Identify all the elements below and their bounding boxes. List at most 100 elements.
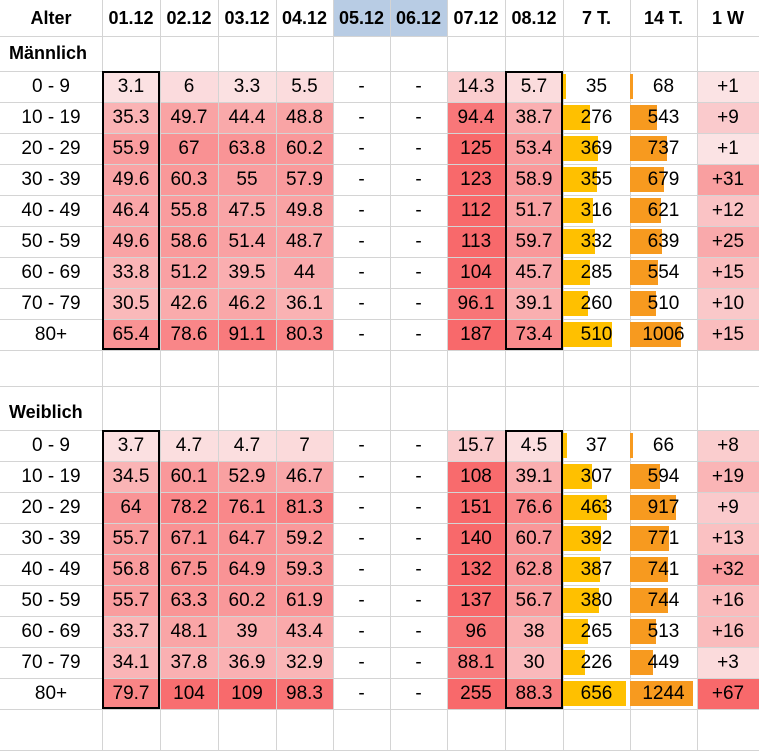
day-value-cell[interactable]: 5.5 [276,71,333,102]
day-value-cell[interactable]: 3.7 [102,430,160,461]
column-header-3[interactable]: 03.12 [218,0,276,36]
week-change-cell[interactable]: +9 [697,102,759,133]
day-value-cell[interactable]: 140 [447,523,505,554]
day-value-cell[interactable]: - [333,226,390,257]
week-change-cell[interactable]: +19 [697,461,759,492]
day-value-cell[interactable]: - [333,102,390,133]
day-value-cell[interactable]: 3.3 [218,71,276,102]
sum-14-days-cell[interactable]: 513 [630,616,697,647]
day-value-cell[interactable]: 81.3 [276,492,333,523]
day-value-cell[interactable]: - [333,195,390,226]
day-value-cell[interactable]: 98.3 [276,678,333,709]
day-value-cell[interactable]: 52.9 [218,461,276,492]
day-value-cell[interactable]: - [333,554,390,585]
day-value-cell[interactable]: 33.8 [102,257,160,288]
day-value-cell[interactable]: 48.8 [276,102,333,133]
day-value-cell[interactable]: 51.2 [160,257,218,288]
day-value-cell[interactable]: 58.9 [505,164,563,195]
day-value-cell[interactable]: 132 [447,554,505,585]
day-value-cell[interactable]: 15.7 [447,430,505,461]
day-value-cell[interactable]: 49.8 [276,195,333,226]
day-value-cell[interactable]: 48.1 [160,616,218,647]
sum-7-days-cell[interactable]: 463 [563,492,630,523]
sum-7-days-cell[interactable]: 35 [563,71,630,102]
day-value-cell[interactable]: - [390,195,447,226]
sum-14-days-cell[interactable]: 594 [630,461,697,492]
day-value-cell[interactable]: - [390,461,447,492]
sum-7-days-cell[interactable]: 285 [563,257,630,288]
sum-7-days-cell[interactable]: 656 [563,678,630,709]
day-value-cell[interactable]: 35.3 [102,102,160,133]
sum-14-days-cell[interactable]: 1244 [630,678,697,709]
sum-7-days-cell[interactable]: 510 [563,319,630,350]
day-value-cell[interactable]: 6 [160,71,218,102]
day-value-cell[interactable]: 96.1 [447,288,505,319]
day-value-cell[interactable]: 49.6 [102,164,160,195]
sum-7-days-cell[interactable]: 332 [563,226,630,257]
day-value-cell[interactable]: 46.2 [218,288,276,319]
day-value-cell[interactable]: 64.9 [218,554,276,585]
day-value-cell[interactable]: - [390,523,447,554]
day-value-cell[interactable]: 37.8 [160,647,218,678]
day-value-cell[interactable]: - [333,319,390,350]
week-change-cell[interactable]: +32 [697,554,759,585]
sum-14-days-cell[interactable]: 621 [630,195,697,226]
day-value-cell[interactable]: 123 [447,164,505,195]
day-value-cell[interactable]: - [333,647,390,678]
column-header-7[interactable]: 07.12 [447,0,505,36]
day-value-cell[interactable]: 56.7 [505,585,563,616]
day-value-cell[interactable]: 151 [447,492,505,523]
column-header-9[interactable]: 7 T. [563,0,630,36]
day-value-cell[interactable]: 38 [505,616,563,647]
sum-7-days-cell[interactable]: 226 [563,647,630,678]
column-header-1[interactable]: 01.12 [102,0,160,36]
day-value-cell[interactable]: 34.5 [102,461,160,492]
day-value-cell[interactable]: 4.7 [160,430,218,461]
day-value-cell[interactable]: 255 [447,678,505,709]
day-value-cell[interactable]: 108 [447,461,505,492]
day-value-cell[interactable]: - [390,288,447,319]
day-value-cell[interactable]: - [333,616,390,647]
day-value-cell[interactable]: 55.7 [102,585,160,616]
day-value-cell[interactable]: 48.7 [276,226,333,257]
week-change-cell[interactable]: +1 [697,71,759,102]
day-value-cell[interactable]: 80.3 [276,319,333,350]
week-change-cell[interactable]: +1 [697,133,759,164]
day-value-cell[interactable]: 137 [447,585,505,616]
day-value-cell[interactable]: 51.4 [218,226,276,257]
day-value-cell[interactable]: 30 [505,647,563,678]
day-value-cell[interactable]: - [390,226,447,257]
day-value-cell[interactable]: 4.5 [505,430,563,461]
day-value-cell[interactable]: 62.8 [505,554,563,585]
day-value-cell[interactable]: - [333,678,390,709]
week-change-cell[interactable]: +31 [697,164,759,195]
day-value-cell[interactable]: 67.5 [160,554,218,585]
day-value-cell[interactable]: - [333,71,390,102]
day-value-cell[interactable]: 45.7 [505,257,563,288]
sum-14-days-cell[interactable]: 66 [630,430,697,461]
week-change-cell[interactable]: +15 [697,257,759,288]
week-change-cell[interactable]: +15 [697,319,759,350]
day-value-cell[interactable]: 39.1 [505,461,563,492]
day-value-cell[interactable]: - [333,523,390,554]
day-value-cell[interactable]: 42.6 [160,288,218,319]
day-value-cell[interactable]: 88.1 [447,647,505,678]
day-value-cell[interactable]: 94.4 [447,102,505,133]
week-change-cell[interactable]: +16 [697,585,759,616]
day-value-cell[interactable]: 38.7 [505,102,563,133]
day-value-cell[interactable]: 34.1 [102,647,160,678]
day-value-cell[interactable]: 55.8 [160,195,218,226]
day-value-cell[interactable]: 51.7 [505,195,563,226]
day-value-cell[interactable]: - [333,133,390,164]
day-value-cell[interactable]: 67 [160,133,218,164]
day-value-cell[interactable]: 76.6 [505,492,563,523]
day-value-cell[interactable]: 78.6 [160,319,218,350]
day-value-cell[interactable]: 59.7 [505,226,563,257]
day-value-cell[interactable]: - [333,164,390,195]
week-change-cell[interactable]: +13 [697,523,759,554]
week-change-cell[interactable]: +9 [697,492,759,523]
day-value-cell[interactable]: 59.2 [276,523,333,554]
sum-7-days-cell[interactable]: 265 [563,616,630,647]
day-value-cell[interactable]: 125 [447,133,505,164]
day-value-cell[interactable]: 39.1 [505,288,563,319]
